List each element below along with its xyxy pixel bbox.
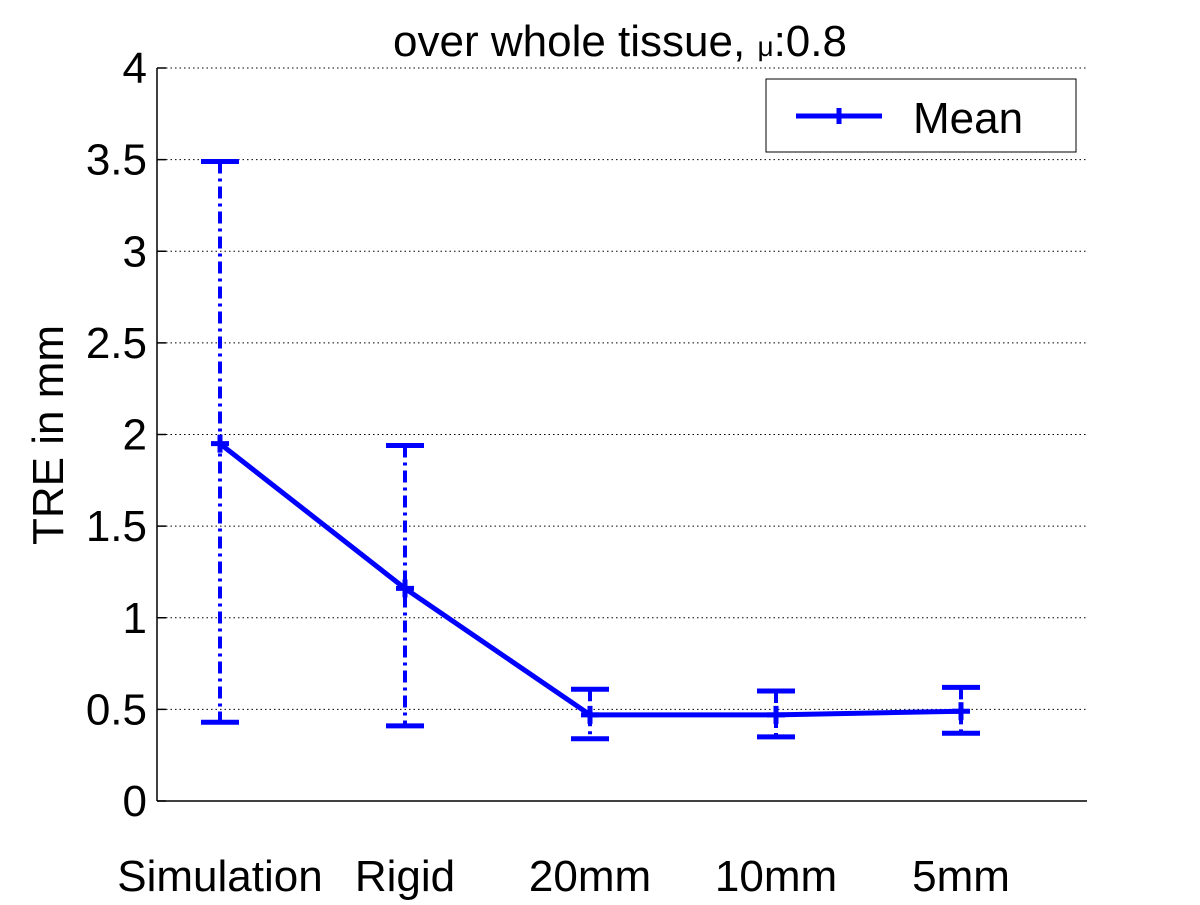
y-ticks: 0 0.5 1 1.5 2 2.5 3 3.5 4 (86, 44, 166, 826)
mean-line (218, 441, 962, 718)
x-ticks: Simulation Rigid 20mm 10mm 5mm (117, 852, 1010, 901)
legend: Mean (765, 78, 1077, 153)
y-tick-label: 2.5 (86, 319, 147, 368)
series-layer (201, 158, 980, 742)
chart-title: over whole tissue, μ:0.8 (393, 17, 847, 66)
title-mu-symbol: μ (757, 31, 773, 62)
x-tick-label: Simulation (117, 852, 322, 900)
y-tick-label: 3 (123, 227, 147, 276)
y-axis-label: TRE in mm (24, 325, 73, 545)
x-tick-label: 20mm (529, 852, 651, 900)
grid-lines (157, 67, 1087, 710)
x-tick-label: Rigid (355, 852, 455, 900)
x-tick-label: 5mm (912, 852, 1010, 900)
y-tick-label: 2 (123, 411, 147, 460)
legend-label-mean: Mean (913, 94, 1023, 143)
x-tick-label: 10mm (715, 852, 837, 900)
y-tick-label: 1.5 (86, 502, 147, 551)
y-tick-label: 4 (123, 44, 147, 93)
y-tick-label: 1 (123, 594, 147, 643)
y-tick-label: 0.5 (86, 685, 147, 734)
y-tick-label: 3.5 (86, 136, 147, 185)
y-tick-label: 0 (123, 777, 147, 826)
